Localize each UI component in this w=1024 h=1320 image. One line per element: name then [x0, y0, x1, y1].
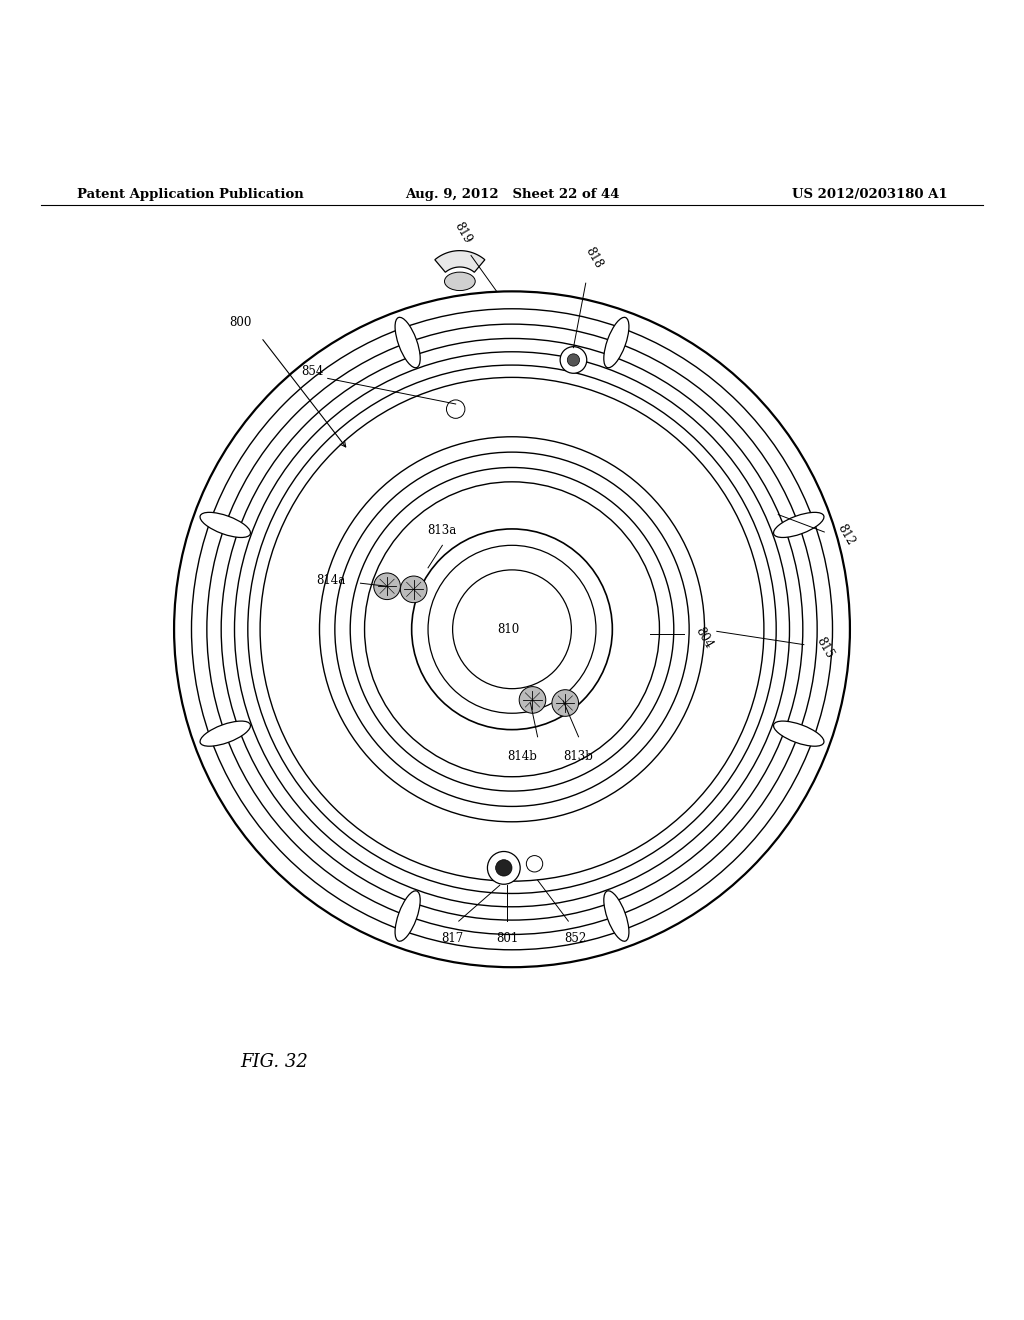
Text: 804: 804 — [692, 624, 715, 651]
Text: 813a: 813a — [428, 524, 457, 537]
Ellipse shape — [604, 891, 629, 941]
Text: 813b: 813b — [563, 750, 594, 763]
Circle shape — [519, 686, 546, 713]
Circle shape — [526, 855, 543, 873]
Text: 819: 819 — [452, 219, 474, 246]
Text: 815: 815 — [814, 635, 837, 660]
Text: 818: 818 — [583, 246, 605, 271]
Ellipse shape — [773, 512, 824, 537]
Text: 814a: 814a — [315, 574, 345, 586]
Circle shape — [560, 347, 587, 374]
Text: FIG. 32: FIG. 32 — [241, 1053, 308, 1072]
Ellipse shape — [395, 891, 420, 941]
Text: 810: 810 — [497, 623, 519, 636]
Text: 814b: 814b — [507, 750, 538, 763]
Text: US 2012/0203180 A1: US 2012/0203180 A1 — [792, 187, 947, 201]
Text: 852: 852 — [564, 932, 587, 945]
Text: 854: 854 — [301, 364, 324, 378]
Text: 800: 800 — [229, 315, 252, 329]
Text: Patent Application Publication: Patent Application Publication — [77, 187, 303, 201]
Text: 817: 817 — [441, 932, 464, 945]
Circle shape — [567, 354, 580, 366]
Ellipse shape — [773, 721, 824, 746]
Ellipse shape — [200, 512, 251, 537]
Circle shape — [374, 573, 400, 599]
Polygon shape — [435, 251, 484, 272]
Text: Aug. 9, 2012   Sheet 22 of 44: Aug. 9, 2012 Sheet 22 of 44 — [404, 187, 620, 201]
Ellipse shape — [604, 317, 629, 368]
Circle shape — [552, 689, 579, 717]
Ellipse shape — [444, 272, 475, 290]
Ellipse shape — [395, 317, 420, 368]
Ellipse shape — [200, 721, 251, 746]
Text: 812: 812 — [835, 523, 857, 548]
Circle shape — [446, 400, 465, 418]
Circle shape — [400, 576, 427, 603]
Text: 801: 801 — [496, 932, 518, 945]
Circle shape — [496, 859, 512, 876]
Circle shape — [487, 851, 520, 884]
